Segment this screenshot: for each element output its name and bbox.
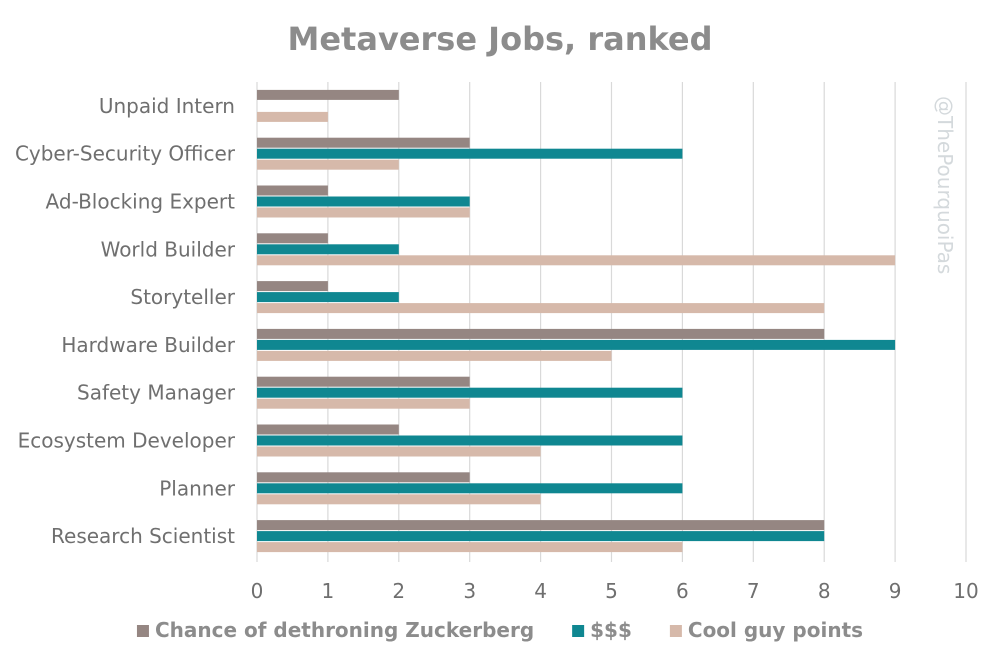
bar <box>257 281 328 292</box>
bar <box>257 233 328 244</box>
chart-title: Metaverse Jobs, ranked <box>288 20 713 58</box>
bar <box>257 328 825 339</box>
bar <box>257 446 541 457</box>
x-tick-label: 7 <box>747 579 760 603</box>
category-label: Unpaid Intern <box>99 94 235 118</box>
x-tick-label: 5 <box>605 579 618 603</box>
bar <box>257 148 683 159</box>
category-label: Cyber-Security Officer <box>15 142 236 166</box>
bar <box>257 387 683 398</box>
bar <box>257 483 683 494</box>
bar <box>257 531 825 542</box>
x-tick-label: 1 <box>322 579 335 603</box>
bar <box>257 435 683 446</box>
bar <box>257 196 470 207</box>
bar <box>257 350 612 361</box>
legend-item: Cool guy points <box>669 618 863 642</box>
bar <box>257 207 470 218</box>
x-tick-label: 9 <box>889 579 902 603</box>
category-labels: Unpaid Intern Cyber-Security Officer Ad-Bl… <box>15 94 236 548</box>
bar <box>257 376 470 387</box>
bar <box>257 111 328 122</box>
bar <box>257 292 399 303</box>
bar <box>257 137 470 148</box>
x-tick-labels: 0 1 2 3 4 5 6 7 8 9 10 <box>251 579 979 603</box>
x-tick-label: 10 <box>953 579 978 603</box>
bar <box>257 520 825 531</box>
category-label: Ecosystem Developer <box>18 429 236 453</box>
bar <box>257 542 683 553</box>
category-label: World Builder <box>101 237 236 261</box>
x-tick-label: 8 <box>818 579 831 603</box>
legend-swatch <box>572 625 585 637</box>
legend-swatch <box>669 625 682 637</box>
bar <box>257 472 470 483</box>
watermark: @ThePourquoiPas <box>933 96 957 274</box>
bar <box>257 255 896 266</box>
category-label: Hardware Builder <box>61 333 235 357</box>
x-tick-label: 2 <box>392 579 405 603</box>
bar <box>257 494 541 505</box>
legend-swatch <box>136 625 149 637</box>
bar <box>257 89 399 100</box>
legend-item: $$$ <box>572 618 632 642</box>
bar <box>257 244 399 255</box>
category-label: Research Scientist <box>51 524 235 548</box>
bar <box>257 159 399 170</box>
bar <box>257 339 896 350</box>
x-tick-label: 3 <box>463 579 476 603</box>
bar <box>257 424 399 435</box>
legend-item: Chance of dethroning Zuckerberg <box>136 618 534 642</box>
x-tick-label: 0 <box>251 579 264 603</box>
bar <box>257 398 470 409</box>
category-label: Safety Manager <box>77 381 236 405</box>
bar <box>257 303 825 314</box>
bar <box>257 185 328 196</box>
bars <box>257 89 896 553</box>
legend-label: Chance of dethroning Zuckerberg <box>155 618 534 642</box>
x-tick-label: 6 <box>676 579 689 603</box>
category-label: Planner <box>159 476 236 500</box>
category-label: Storyteller <box>130 285 235 309</box>
legend: Chance of dethroning Zuckerberg $$$ Cool g… <box>136 618 863 642</box>
x-tick-label: 4 <box>534 579 547 603</box>
category-label: Ad-Blocking Expert <box>46 190 236 214</box>
legend-label: $$$ <box>590 618 632 642</box>
legend-label: Cool guy points <box>688 618 863 642</box>
